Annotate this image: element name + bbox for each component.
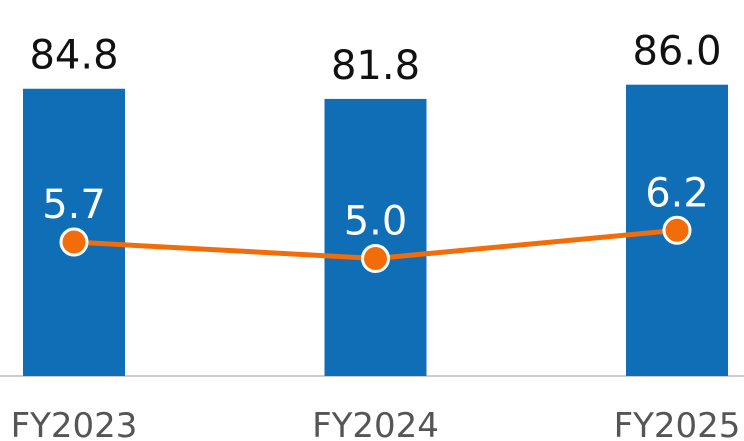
line-value-label: 5.7: [42, 182, 106, 228]
x-tick-label: FY2024: [312, 406, 439, 441]
x-tick-label: FY2023: [11, 406, 138, 441]
line-marker: [361, 244, 390, 273]
bar-value-label: 86.0: [632, 29, 721, 75]
line-marker: [662, 215, 692, 245]
line-marker: [59, 227, 89, 257]
line-value-label: 6.2: [645, 170, 709, 216]
line-value-label: 5.0: [344, 199, 408, 245]
bar: [324, 98, 427, 376]
bar-value-label: 81.8: [331, 43, 420, 89]
x-tick-label: FY2025: [614, 406, 741, 441]
bar-value-label: 84.8: [29, 33, 118, 79]
